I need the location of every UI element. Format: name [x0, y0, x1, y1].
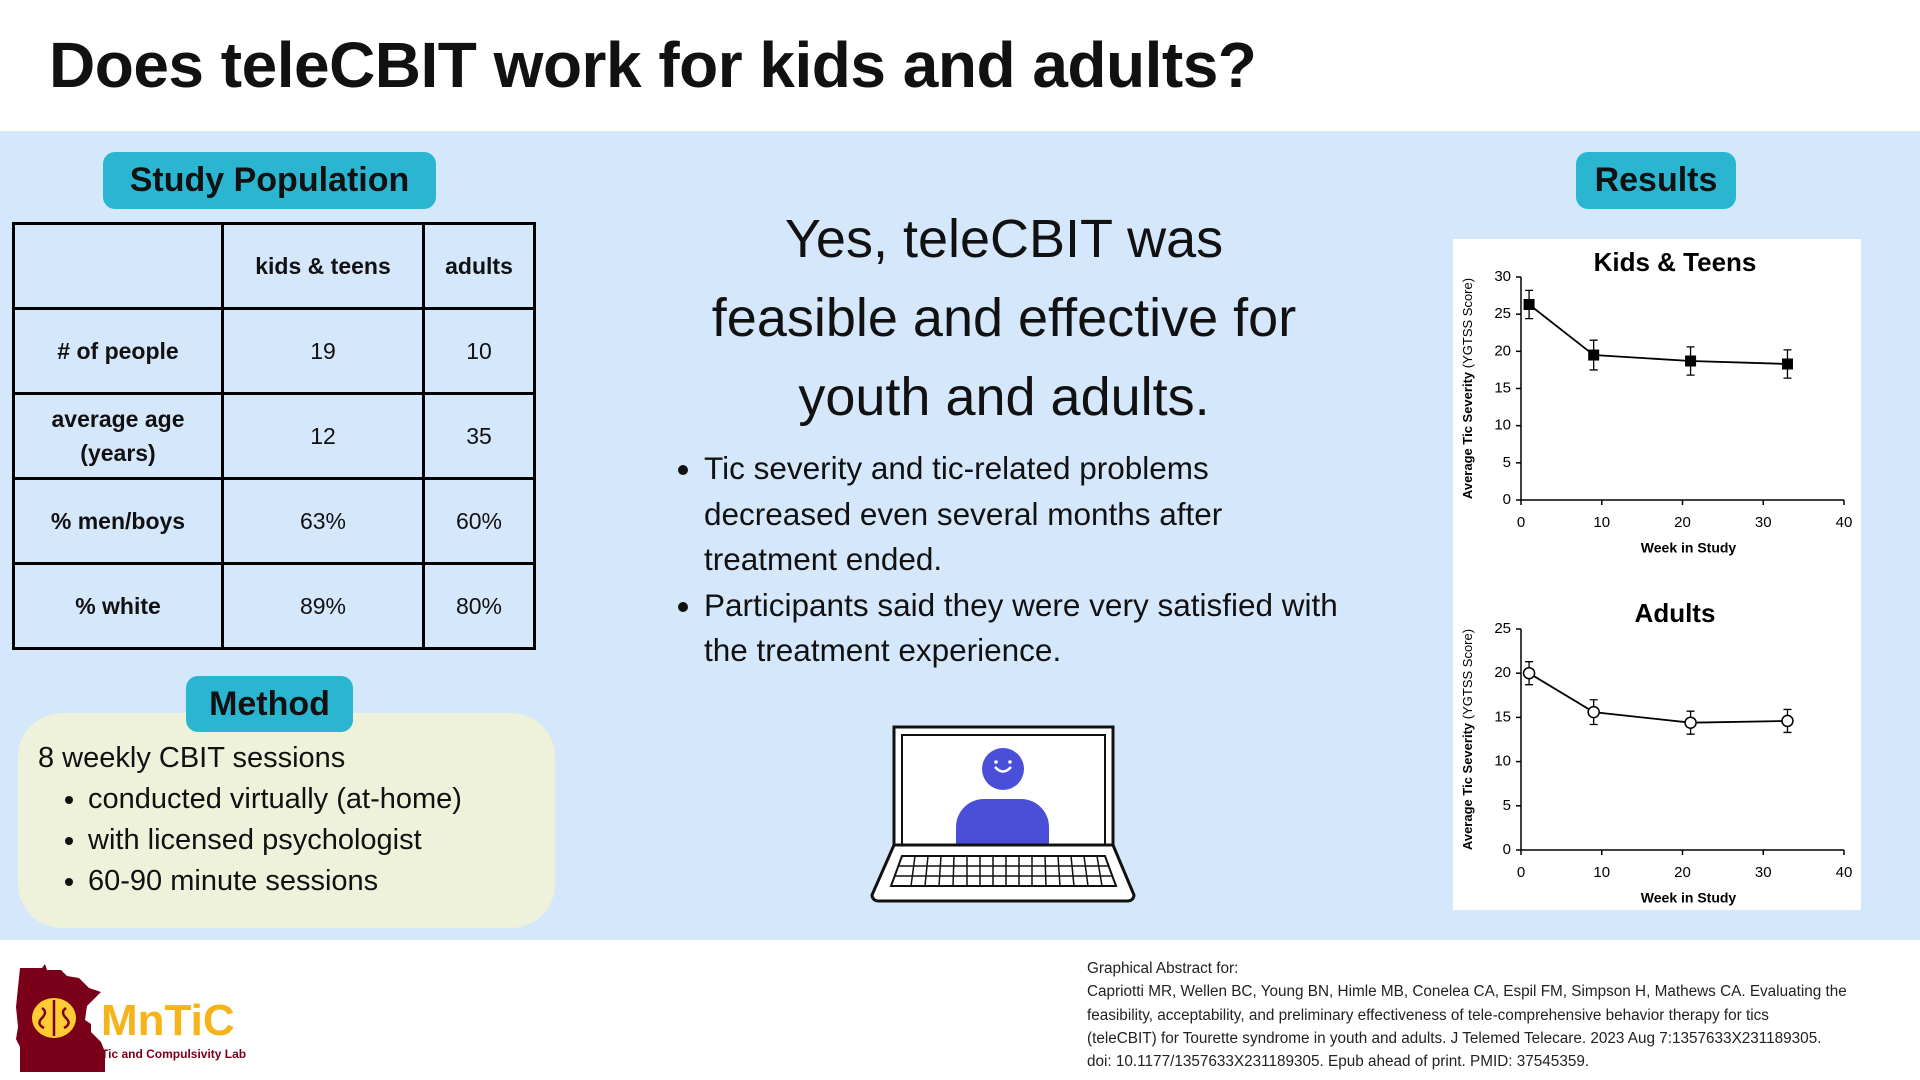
- y-tick-label: 15: [1494, 379, 1511, 396]
- citation: Graphical Abstract for: Capriotti MR, We…: [1087, 957, 1847, 1073]
- table-cell: 19: [221, 307, 425, 395]
- method-box: [18, 713, 555, 928]
- x-tick-label: 20: [1674, 514, 1691, 531]
- y-axis-label: Average Tic Severity (YGTSS Score): [1460, 629, 1475, 850]
- point: [1523, 299, 1535, 311]
- citation-line: Capriotti MR, Wellen BC, Young BN, Himle…: [1087, 983, 1847, 1001]
- table-row: kids & teens adults: [12, 222, 536, 310]
- x-tick-label: 0: [1517, 514, 1525, 531]
- table-cell: 12: [221, 392, 425, 480]
- y-tick-label: 10: [1494, 417, 1511, 434]
- headline-line: youth and adults.: [798, 367, 1210, 427]
- y-axis-label-note: (YGTSS Score): [1460, 278, 1475, 368]
- table-cell: 35: [422, 392, 536, 480]
- table-header: kids & teens: [221, 222, 425, 310]
- row-label: % men/boys: [12, 477, 224, 565]
- x-tick-label: 10: [1593, 864, 1610, 881]
- y-tick-label: 20: [1494, 342, 1511, 359]
- logo: MnTiC Tic and Compulsivity Lab: [16, 964, 246, 1072]
- x-axis-label: Week in Study: [1641, 890, 1737, 906]
- y-tick-label: 15: [1494, 708, 1511, 725]
- row-label: % white: [12, 562, 224, 650]
- x-tick-label: 40: [1836, 514, 1853, 531]
- x-axis-label: Week in Study: [1641, 540, 1737, 556]
- chart-title: Adults: [1635, 598, 1716, 628]
- chart-panel: [1453, 239, 1861, 910]
- series-line: [1528, 672, 1788, 724]
- method-intro: 8 weekly CBIT sessions: [38, 742, 346, 774]
- y-tick-label: 25: [1494, 620, 1511, 637]
- section-label: Method: [186, 676, 353, 732]
- table-row: % white 89% 80%: [12, 562, 536, 650]
- page-title: Does teleCBIT work for kids and adults?: [49, 29, 1257, 101]
- series-line: [1528, 303, 1788, 365]
- point: [1685, 355, 1697, 367]
- citation-line: doi: 10.1177/1357633X231189305. Epub ahe…: [1087, 1053, 1590, 1071]
- table-row: average age (years) 12 35: [12, 392, 536, 480]
- x-tick-label: 40: [1836, 864, 1853, 881]
- table-row: % men/boys 63% 60%: [12, 477, 536, 565]
- laptop-icon: [870, 725, 1136, 903]
- row-label: average age (years): [12, 392, 224, 480]
- method-text: 8 weekly CBIT sessions conducted virtual…: [38, 738, 462, 902]
- headline: Yes, teleCBIT was feasible and effective…: [640, 200, 1368, 437]
- population-table: kids & teens adults # of people 19 10 aver…: [12, 222, 536, 650]
- citation-line: feasibility, acceptability, and prelimin…: [1087, 1006, 1769, 1024]
- table-cell: 60%: [422, 477, 536, 565]
- citation-line: (teleCBIT) for Tourette syndrome in yout…: [1087, 1029, 1822, 1047]
- y-tick-label: 0: [1503, 841, 1511, 858]
- point: [1588, 349, 1600, 361]
- x-tick-label: 20: [1674, 864, 1691, 881]
- point: [1522, 666, 1536, 680]
- table-cell: 10: [422, 307, 536, 395]
- y-axis-label-note: (YGTSS Score): [1460, 629, 1475, 719]
- method-list: conducted virtually (at-home) with licen…: [38, 779, 462, 902]
- y-axis-label-main: Average Tic Severity: [1460, 371, 1475, 499]
- y-tick-label: 20: [1494, 664, 1511, 681]
- y-tick-label: 25: [1494, 305, 1511, 322]
- point: [1781, 714, 1794, 728]
- x-tick-label: 0: [1517, 864, 1525, 881]
- row-label: # of people: [12, 307, 224, 395]
- method-item: conducted virtually (at-home): [88, 779, 462, 820]
- finding-list: Tic severity and tic-related problems de…: [672, 446, 1362, 674]
- x-tick-label: 30: [1755, 514, 1772, 531]
- logo-subtitle: Tic and Compulsivity Lab: [101, 1047, 246, 1061]
- table-cell: 80%: [422, 562, 536, 650]
- headline-line: Yes, teleCBIT was: [784, 209, 1224, 269]
- x-tick-label: 30: [1755, 864, 1772, 881]
- y-tick-label: 5: [1503, 797, 1511, 814]
- finding: Participants said they were very satisfi…: [704, 583, 1362, 674]
- y-tick-label: 10: [1494, 753, 1511, 770]
- point: [1781, 358, 1793, 370]
- logo-name: MnTiC: [101, 996, 235, 1045]
- y-axis-label-main: Average Tic Severity: [1460, 722, 1475, 850]
- point: [1587, 705, 1600, 719]
- y-tick-label: 0: [1503, 491, 1511, 508]
- finding: Tic severity and tic-related problems de…: [704, 446, 1362, 583]
- y-axis-label: Average Tic Severity (YGTSS Score): [1460, 278, 1475, 499]
- table-row: # of people 19 10: [12, 307, 536, 395]
- point: [1684, 716, 1697, 729]
- chart-title: Kids & Teens: [1594, 247, 1757, 277]
- table-cell: 89%: [221, 562, 425, 650]
- citation-line: Graphical Abstract for:: [1087, 960, 1239, 977]
- method-item: with licensed psychologist: [88, 820, 462, 861]
- table-cell: 63%: [221, 477, 425, 565]
- x-tick-label: 10: [1593, 514, 1610, 531]
- headline-line: feasible and effective for: [711, 288, 1297, 348]
- y-tick-label: 5: [1503, 454, 1511, 471]
- section-label: Study Population: [103, 152, 436, 209]
- method-item: 60-90 minute sessions: [88, 861, 462, 902]
- table-header: adults: [422, 222, 536, 310]
- section-label: Results: [1576, 152, 1736, 209]
- y-tick-label: 30: [1494, 268, 1511, 285]
- table-cell: [12, 222, 224, 310]
